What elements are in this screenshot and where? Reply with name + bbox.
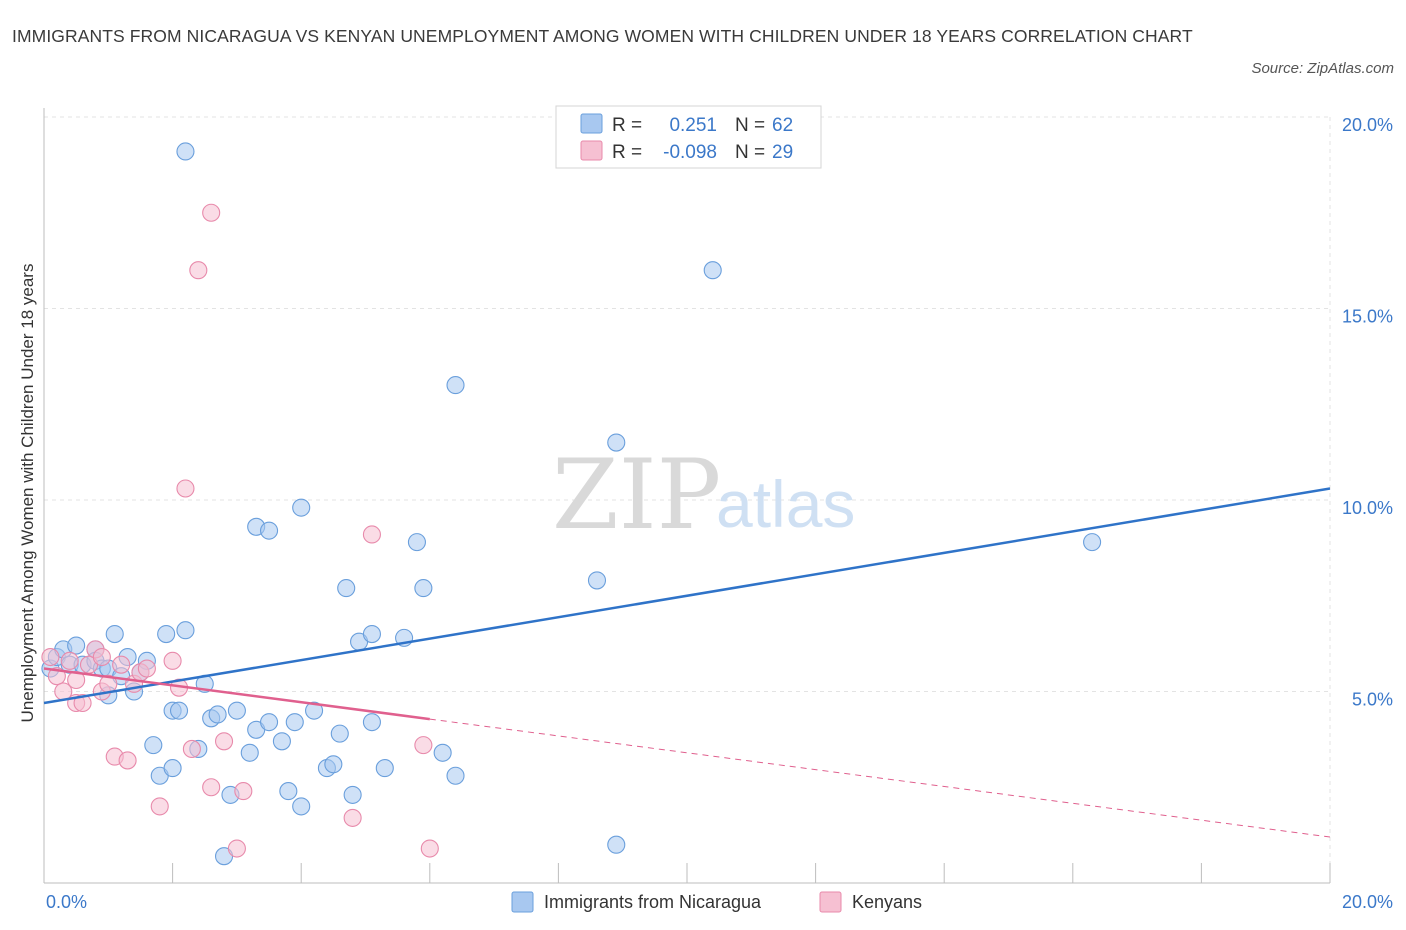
point-kenyans — [60, 651, 79, 670]
point-nicaragua — [259, 713, 279, 732]
point-nicaragua — [446, 376, 465, 395]
point-kenyans — [163, 651, 182, 670]
point-kenyans — [41, 647, 60, 667]
point-nicaragua — [208, 705, 227, 724]
point-kenyans — [112, 655, 131, 674]
point-nicaragua — [272, 732, 291, 751]
stats-n-value-blue: 62 — [772, 115, 793, 136]
point-nicaragua — [324, 755, 343, 774]
point-kenyans — [214, 732, 234, 751]
point-kenyans — [362, 525, 381, 544]
watermark-zip: ZIP — [552, 439, 721, 551]
point-nicaragua — [337, 579, 356, 598]
point-nicaragua — [105, 624, 124, 644]
point-nicaragua — [343, 785, 362, 804]
point-nicaragua — [240, 743, 259, 762]
point-nicaragua — [607, 835, 626, 854]
point-nicaragua — [285, 713, 304, 732]
trend-lines — [43, 487, 1331, 838]
point-nicaragua — [330, 724, 349, 743]
point-kenyans — [73, 693, 92, 713]
point-kenyans — [176, 479, 195, 498]
point-kenyans — [414, 736, 433, 755]
stats-n-value-pink: 29 — [772, 142, 793, 163]
point-nicaragua — [414, 579, 433, 598]
point-nicaragua — [176, 142, 195, 161]
point-nicaragua — [227, 701, 246, 720]
legend-swatch-nicaragua — [511, 891, 534, 913]
point-nicaragua — [169, 701, 189, 720]
y-tick-label: 20.0% — [1342, 115, 1393, 135]
point-nicaragua — [144, 736, 163, 755]
point-nicaragua — [375, 759, 394, 778]
y-tick-label: 15.0% — [1342, 307, 1393, 327]
point-nicaragua — [176, 621, 195, 640]
point-nicaragua — [163, 759, 182, 778]
point-nicaragua — [703, 261, 722, 280]
y-tick-label: 5.0% — [1352, 690, 1393, 710]
point-kenyans — [150, 797, 169, 816]
legend: Immigrants from Nicaragua Kenyans — [511, 891, 922, 913]
y-axis-title: Unemployment Among Women with Children U… — [18, 264, 37, 723]
point-nicaragua — [1083, 533, 1102, 552]
point-kenyans — [202, 203, 221, 222]
point-kenyans — [182, 739, 201, 759]
x-tick-label: 0.0% — [46, 892, 87, 912]
point-kenyans — [137, 659, 156, 678]
stats-r-value-pink: -0.098 — [663, 142, 717, 163]
x-tick-label: 20.0% — [1342, 892, 1393, 912]
point-kenyans — [118, 751, 137, 770]
stats-r-value-blue: 0.251 — [669, 115, 717, 136]
legend-label-kenyans: Kenyans — [852, 892, 922, 912]
chart-title: IMMIGRANTS FROM NICARAGUA VS KENYAN UNEM… — [12, 26, 1193, 46]
point-nicaragua — [305, 701, 324, 720]
stats-r-label-pink: R = — [612, 142, 642, 163]
stats-r-label-blue: R = — [612, 115, 642, 136]
point-kenyans — [420, 839, 439, 858]
point-nicaragua — [157, 624, 176, 644]
point-nicaragua — [259, 521, 279, 540]
point-kenyans — [343, 808, 362, 827]
point-nicaragua — [292, 498, 311, 517]
watermark-atlas: atlas — [716, 467, 855, 541]
stats-n-label-blue: N = — [735, 115, 765, 136]
point-kenyans — [227, 839, 246, 858]
stats-n-label-pink: N = — [735, 142, 765, 163]
tick-labels: 5.0% 10.0% 15.0% 20.0% 0.0% 20.0% — [46, 115, 1393, 912]
point-nicaragua — [279, 782, 298, 801]
stats-box: R = 0.251 N = 62 R = -0.098 N = 29 — [555, 105, 822, 169]
point-nicaragua — [446, 766, 465, 785]
point-nicaragua — [587, 571, 607, 590]
point-nicaragua — [292, 797, 311, 816]
legend-label-nicaragua: Immigrants from Nicaragua — [544, 892, 762, 912]
stats-swatch-blue — [580, 113, 603, 134]
point-nicaragua — [433, 743, 452, 762]
trend-line-kenyans-extension — [429, 718, 1331, 838]
point-kenyans — [189, 261, 208, 280]
point-nicaragua — [362, 713, 381, 732]
point-nicaragua — [67, 636, 86, 655]
point-nicaragua — [407, 533, 426, 552]
trend-line-nicaragua — [43, 487, 1331, 705]
source-credit: Source: ZipAtlas.com — [1251, 60, 1394, 77]
legend-swatch-kenyans — [819, 891, 842, 913]
trend-line-kenyans — [43, 667, 430, 721]
point-kenyans — [234, 782, 253, 801]
point-nicaragua — [607, 433, 626, 452]
y-tick-label: 10.0% — [1342, 498, 1393, 518]
stats-swatch-pink — [580, 140, 603, 161]
axes — [43, 108, 1331, 884]
point-kenyans — [202, 778, 221, 797]
point-kenyans — [92, 647, 111, 667]
watermark: ZIP atlas — [552, 439, 855, 551]
point-nicaragua — [362, 624, 381, 644]
